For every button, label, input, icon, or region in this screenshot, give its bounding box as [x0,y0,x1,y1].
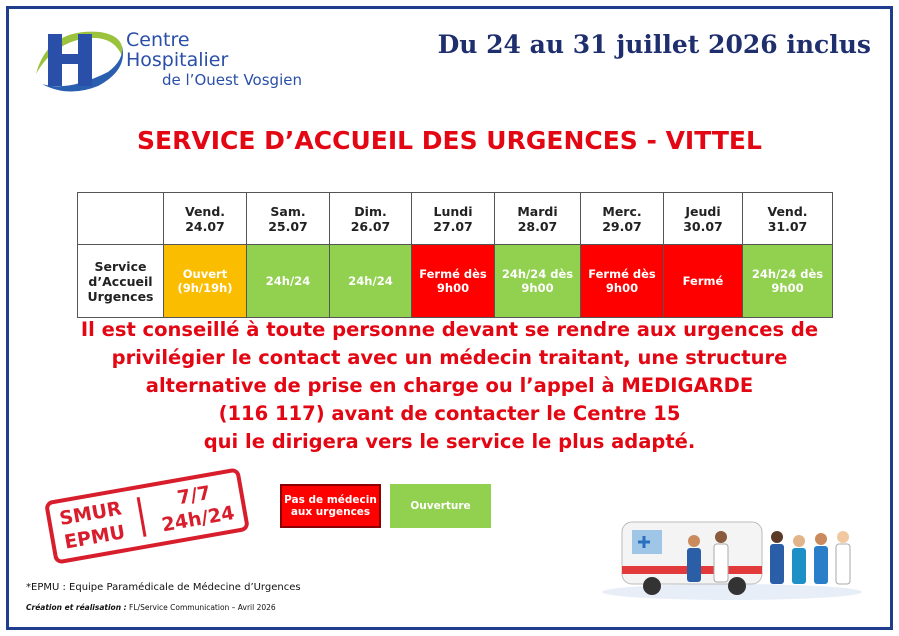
column-header-line: 28.07 [517,218,558,234]
logo-h-bar [48,54,92,64]
footnote: *EPMU : Equipe Paramédicale de Médecine … [26,582,301,593]
message-line: qui le dirigera vers le service le plus … [203,430,696,453]
column-header-line: Jeudi [685,203,721,219]
status-text: 24h/24 dès [501,267,574,281]
credit-label: Création et réalisation : [26,603,127,612]
status-text: Ouvert [182,267,228,281]
status-text: 9h00 [771,281,804,295]
title: SERVICE D’ACCUEIL DES URGENCES - VITTEL [137,126,762,155]
column-header: Sam. 25.07 [246,192,330,245]
logo-text: Hospitalier [126,49,228,71]
stamp-right: 7/7 24h/24 [156,477,237,537]
corner-cell [77,192,164,245]
status-cell: 24h/24 dès 9h00 [494,244,581,318]
logo: Centre Hospitalier de l’Ouest Vosgien [36,29,302,92]
column-header-line: Vend. [767,203,808,219]
status-text: 9h00 [436,281,470,295]
column-header-line: 24.07 [185,218,225,234]
row-label-line: d’Accueil [88,273,153,289]
credit-text: FL/Service Communication – Avril 2026 [126,603,276,612]
legend-text: Pas de médecin [284,494,377,506]
stamp-separator [136,496,147,537]
column-header: Merc. 29.07 [580,192,664,245]
column-header-line: Merc. [602,203,642,219]
status-cell: 24h/24 dès 9h00 [742,244,833,318]
status-cell: 24h/24 [329,244,412,318]
legend-open: Ouverture [390,484,491,528]
schedule-table: Vend. 24.07 Sam. 25.07 Dim. 26.07 Lundi 27.07 Ma… [77,192,833,318]
status-cell: Fermé dès 9h00 [580,244,664,318]
status-text: 24h/24 [348,274,393,288]
column-header: Vend. 24.07 [163,192,247,245]
column-header-line: Sam. [270,203,306,219]
message-line: Il est conseillé à toute personne devant… [80,318,819,341]
column-header-line: 25.07 [268,218,308,234]
status-cell: Fermé dès 9h00 [411,244,495,318]
logo-text: Centre [126,29,190,51]
column-header-line: 26.07 [350,218,391,234]
status-text: (9h/19h) [177,281,233,295]
legend-text: Ouverture [410,500,471,512]
row-label-line: Service [94,258,147,274]
status-cell: Ouvert (9h/19h) [163,244,247,318]
row-label-line: Urgences [87,288,154,304]
date: Du 24 au 31 juillet 2026 inclus [437,30,871,59]
row-label: Service d’Accueil Urgences [77,244,164,318]
logo-arc-blue [42,46,123,92]
column-header: Mardi 28.07 [494,192,581,245]
message-line: privilégier le contact avec un médecin t… [111,346,788,369]
column-header-line: Mardi [517,203,558,219]
column-header-line: Dim. [354,203,387,219]
column-header: Dim. 26.07 [329,192,412,245]
status-text: Fermé dès [588,267,656,281]
header-row: Vend. 24.07 Sam. 25.07 Dim. 26.07 Lundi 27.07 Ma… [77,192,833,245]
message-line: alternative de prise en charge ou l’appe… [145,374,754,397]
legend-closed: Pas de médecin aux urgences [280,484,381,528]
status-text: 24h/24 [265,274,311,288]
stamp-left: SMUR EPMU [58,497,128,555]
column-header: Jeudi 30.07 [663,192,743,245]
frame [6,6,893,630]
status-text: Fermé dès [419,267,487,281]
status-text: 24h/24 dès [751,267,824,281]
column-header-line: 29.07 [602,218,642,234]
status-text: Fermé [682,274,724,288]
logo-text: de l’Ouest Vosgien [162,71,302,89]
credit: Création et réalisation : FL/Service Com… [26,603,276,612]
message-line: (116 117) avant de contacter le Centre 1… [218,402,681,425]
column-header-line: Lundi [433,203,473,219]
status-cell: Fermé [663,244,743,318]
column-header-line: 31.07 [767,218,808,234]
message: Il est conseillé à toute personne devant… [0,316,899,456]
status-cell: 24h/24 [246,244,330,318]
column-header-line: 30.07 [683,218,723,234]
body-row: Service d’Accueil Urgences Ouvert (9h/19h) 2… [77,244,833,318]
column-header-line: Vend. [184,203,226,219]
column-header: Lundi 27.07 [411,192,495,245]
column-header-line: 27.07 [433,218,473,234]
legend-text: aux urgences [290,506,371,518]
ambulance-illustration [602,521,862,600]
status-text: 9h00 [605,281,639,295]
column-header: Vend. 31.07 [742,192,833,245]
status-text: 9h00 [521,281,554,295]
